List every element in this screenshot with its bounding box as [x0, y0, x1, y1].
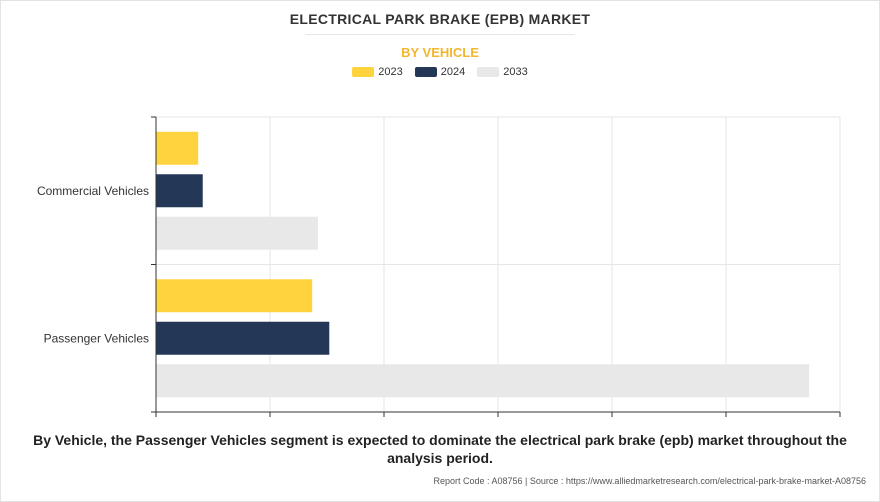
bar-passenger-vehicles-2033: [156, 364, 810, 398]
title-divider: [305, 34, 575, 35]
legend: 2023 2024 2033: [0, 66, 880, 78]
bar-commercial-vehicles-2023: [156, 131, 199, 165]
bar-chart: Commercial Vehicles Passenger Vehicles: [37, 116, 841, 417]
bar-commercial-vehicles-2024: [156, 174, 203, 208]
bar-passenger-vehicles-2024: [156, 321, 330, 355]
legend-item-2024[interactable]: 2024: [414, 66, 466, 78]
category-label-commercial-vehicles: Commercial Vehicles: [37, 184, 149, 198]
source-footer: Report Code : A08756 | Source : https://…: [433, 476, 866, 486]
bar-commercial-vehicles-2033: [156, 216, 318, 250]
legend-item-2023[interactable]: 2023: [352, 66, 403, 78]
legend-label-2033: 2033: [503, 66, 528, 78]
chart-caption: By Vehicle, the Passenger Vehicles segme…: [33, 432, 847, 466]
legend-swatch-2023: [352, 67, 375, 77]
legend-label-2023: 2023: [378, 66, 403, 78]
category-label-passenger-vehicles: Passenger Vehicles: [44, 331, 149, 345]
legend-item-2033[interactable]: 2033: [477, 66, 528, 78]
legend-swatch-2033: [477, 67, 500, 77]
chart-title: ELECTRICAL PARK BRAKE (EPB) MARKET: [289, 11, 591, 27]
legend-swatch-2024: [414, 67, 437, 77]
bar-passenger-vehicles-2023: [156, 279, 313, 313]
legend-label-2024: 2024: [440, 66, 466, 78]
chart-subtitle: BY VEHICLE: [401, 45, 479, 60]
